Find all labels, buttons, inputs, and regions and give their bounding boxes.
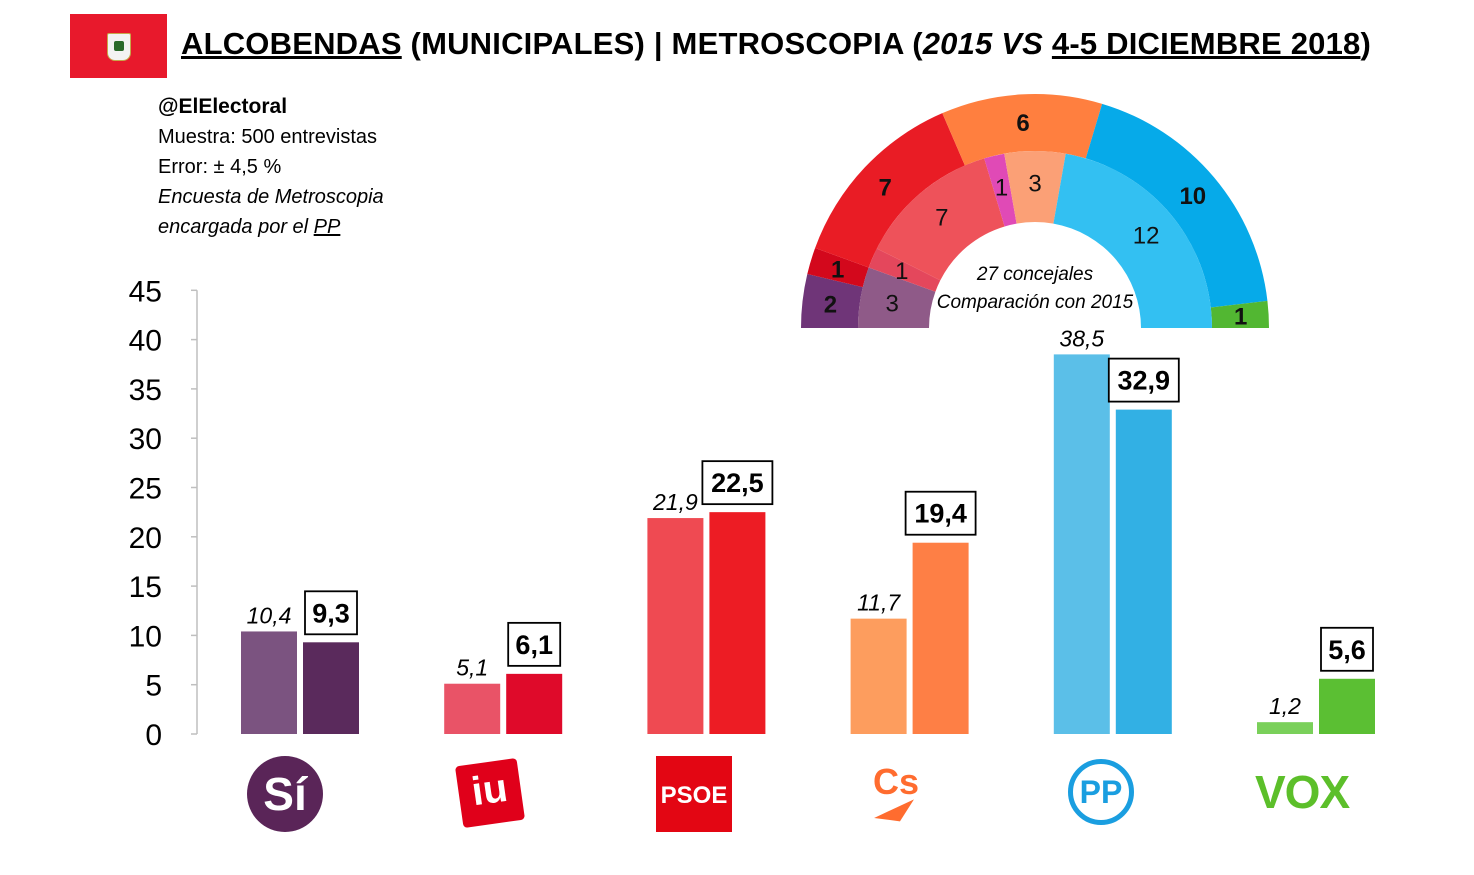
outer-ring-seat-label: 10 bbox=[1179, 183, 1206, 210]
inner-ring-seat-label: 1 bbox=[995, 175, 1008, 202]
vox-party-logo: VOX bbox=[1255, 766, 1350, 818]
data-label-2018: 5,6 bbox=[1328, 635, 1366, 665]
data-label-2018: 19,4 bbox=[914, 499, 967, 529]
outer-ring-seat-segment bbox=[1085, 103, 1268, 308]
data-label-2018: 32,9 bbox=[1118, 366, 1171, 396]
outer-ring-seat-label: 1 bbox=[1234, 304, 1247, 331]
data-label-box bbox=[701, 460, 774, 506]
data-label-box bbox=[304, 590, 358, 636]
data-label-2015: 21,9 bbox=[652, 489, 698, 515]
inner-ring-seat-label: 1 bbox=[895, 258, 908, 285]
inner-ring-seat-segment bbox=[876, 158, 1005, 281]
data-label-2015: 38,5 bbox=[1059, 325, 1104, 351]
survey-info: @ElElectoral Muestra: 500 entrevistas Er… bbox=[158, 92, 384, 242]
data-label-2018: 9,3 bbox=[312, 598, 350, 628]
bar-2018 bbox=[709, 512, 766, 734]
cs-party-logo: Cs bbox=[873, 760, 933, 831]
y-tick-label: 10 bbox=[129, 620, 162, 653]
title-date: 4-5 DICIEMBRE 2018 bbox=[1051, 26, 1361, 61]
si-party-logo: Sí bbox=[247, 756, 323, 832]
page-title: ALCOBENDAS (MUNICIPALES) | METROSCOPIA (… bbox=[181, 26, 1371, 61]
y-tick-label: 0 bbox=[145, 719, 162, 752]
data-label-box bbox=[904, 490, 977, 536]
data-label-box bbox=[1320, 626, 1374, 672]
psoe-party-logo: PSOE bbox=[656, 756, 732, 832]
bar-2015 bbox=[1053, 354, 1110, 734]
bar-2018 bbox=[303, 642, 359, 734]
inner-ring-seat-label: 12 bbox=[1133, 222, 1160, 249]
inner-ring-seat-segment bbox=[984, 153, 1017, 227]
inner-ring-seat-segment bbox=[868, 248, 941, 292]
y-tick-label: 45 bbox=[129, 275, 162, 308]
bar-2018 bbox=[506, 673, 563, 734]
survey-note-line2: encargada por el PP bbox=[158, 216, 341, 238]
data-label-box bbox=[1107, 357, 1180, 403]
outer-ring-seat-label: 2 bbox=[824, 292, 837, 319]
title-city: ALCOBENDAS bbox=[181, 26, 402, 61]
data-label-2015: 11,7 bbox=[857, 590, 901, 616]
coat-of-arms-icon bbox=[107, 33, 131, 61]
outer-ring-seat-label: 7 bbox=[878, 174, 891, 201]
data-label-2015: 10,4 bbox=[247, 602, 292, 628]
inner-ring-seat-segment bbox=[1053, 153, 1212, 328]
outer-ring-seat-segment bbox=[815, 113, 965, 268]
parliament-caption: 27 concejales bbox=[976, 264, 1094, 285]
outer-ring-seat-segment bbox=[1210, 300, 1269, 328]
title-subtitle: (MUNICIPALES) | METROSCOPIA ( bbox=[401, 26, 923, 61]
data-label-2018: 22,5 bbox=[711, 468, 764, 498]
y-tick-label: 20 bbox=[129, 522, 162, 555]
sample-size: Muestra: 500 entrevistas bbox=[158, 126, 377, 148]
parliament-caption: Comparación con 2015 bbox=[937, 292, 1134, 313]
y-tick-label: 25 bbox=[129, 473, 162, 506]
bar-2015 bbox=[444, 683, 501, 734]
bar-2015 bbox=[241, 631, 297, 734]
survey-note-line1: Encuesta de Metroscopia bbox=[158, 186, 384, 208]
alcobendas-flag-logo bbox=[70, 14, 167, 78]
inner-ring-seat-segment bbox=[1004, 151, 1066, 224]
inner-ring-seat-segment bbox=[858, 267, 936, 328]
bar-2018 bbox=[1115, 409, 1172, 734]
y-tick-label: 15 bbox=[129, 571, 162, 604]
outer-ring-seat-label: 6 bbox=[1016, 110, 1029, 137]
bar-2018 bbox=[912, 542, 969, 734]
y-tick-label: 40 bbox=[129, 325, 162, 358]
data-label-2015: 1,2 bbox=[1269, 693, 1301, 719]
y-tick-label: 30 bbox=[129, 423, 162, 456]
pp-party-logo: PP bbox=[1068, 759, 1134, 825]
outer-ring-seat-label: 1 bbox=[831, 257, 844, 284]
outer-ring-seat-segment bbox=[807, 247, 869, 288]
bar-2015 bbox=[850, 618, 907, 734]
inner-ring-seat-label: 7 bbox=[935, 205, 948, 232]
outer-ring-seat-segment bbox=[801, 274, 863, 328]
author-handle: @ElElectoral bbox=[158, 95, 288, 118]
data-label-2018: 6,1 bbox=[515, 630, 553, 660]
cs-arrow-icon bbox=[874, 799, 920, 831]
bar-2015 bbox=[647, 518, 704, 734]
y-tick-label: 5 bbox=[145, 670, 162, 703]
data-label-2015: 5,1 bbox=[456, 655, 488, 681]
inner-ring-seat-label: 3 bbox=[886, 290, 899, 317]
iu-party-logo: iu bbox=[454, 757, 526, 829]
error-margin: Error: ± 4,5 % bbox=[158, 156, 282, 178]
bar-2018 bbox=[1319, 678, 1375, 734]
title-year: 2015 VS bbox=[922, 26, 1044, 61]
y-tick-label: 35 bbox=[129, 374, 162, 407]
bar-2015 bbox=[1257, 722, 1313, 734]
outer-ring-seat-segment bbox=[942, 93, 1103, 166]
inner-ring-seat-label: 3 bbox=[1028, 171, 1041, 198]
data-label-box bbox=[507, 621, 562, 667]
